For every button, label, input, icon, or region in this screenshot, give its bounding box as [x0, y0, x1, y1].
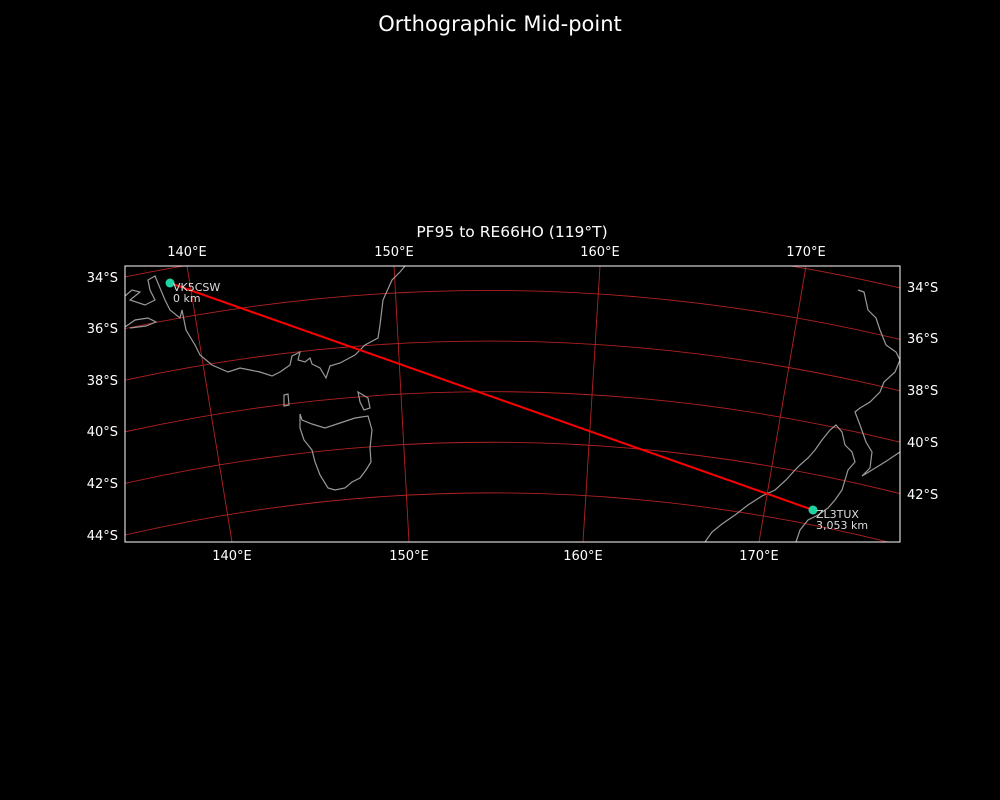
top-tick-label: 170°E: [786, 245, 826, 260]
station-callsign: ZL3TUX: [816, 508, 859, 521]
map-frame: [124, 265, 901, 543]
meridian-line: [393, 266, 410, 542]
meridian-line: [582, 266, 601, 542]
coastline-kangaroo-island: [283, 393, 290, 407]
bottom-tick-label: 170°E: [739, 549, 779, 564]
parallel-line: [125, 391, 900, 443]
top-tick-label: 160°E: [580, 245, 620, 260]
parallel-line: [125, 492, 890, 542]
coastline-nz-north-island: [854, 289, 900, 477]
left-tick-label: 40°S: [87, 425, 118, 440]
coastlines: [125, 266, 900, 542]
bottom-tick-label: 160°E: [563, 549, 603, 564]
coastline-tasmania: [299, 413, 373, 491]
parallel-line: [125, 441, 900, 495]
coastline-flinders-island: [357, 390, 371, 411]
station-marker: [808, 505, 818, 515]
parallel-line: [125, 290, 900, 340]
great-circle-path: [169, 282, 814, 511]
right-tick-label: 34°S: [907, 281, 938, 296]
parallel-line: [125, 266, 900, 289]
right-tick-label: 36°S: [907, 332, 938, 347]
parallel-line: [125, 340, 900, 392]
station-marker: [165, 278, 175, 288]
top-tick-label: 150°E: [374, 245, 414, 260]
meridian-line: [186, 266, 233, 542]
right-tick-label: 40°S: [907, 436, 938, 451]
left-tick-label: 44°S: [87, 529, 118, 544]
map-title: PF95 to RE66HO (119°T): [416, 223, 607, 241]
bottom-tick-label: 140°E: [212, 549, 252, 564]
station-distance: 3,053 km: [816, 519, 868, 532]
coastline-australia: [125, 266, 406, 380]
station-distance: 0 km: [173, 292, 201, 305]
figure-title: Orthographic Mid-point: [378, 12, 622, 36]
coastline-nz-south-island: [704, 424, 856, 542]
left-tick-label: 34°S: [87, 271, 118, 286]
left-tick-label: 36°S: [87, 322, 118, 337]
top-tick-label: 140°E: [167, 245, 207, 260]
graticule: [125, 266, 900, 542]
station-callsign: VK5CSW: [173, 281, 220, 294]
meridian-line: [758, 266, 807, 542]
left-tick-label: 42°S: [87, 477, 118, 492]
left-tick-label: 38°S: [87, 374, 118, 389]
right-tick-label: 42°S: [907, 488, 938, 503]
right-tick-label: 38°S: [907, 384, 938, 399]
bottom-tick-label: 150°E: [389, 549, 429, 564]
